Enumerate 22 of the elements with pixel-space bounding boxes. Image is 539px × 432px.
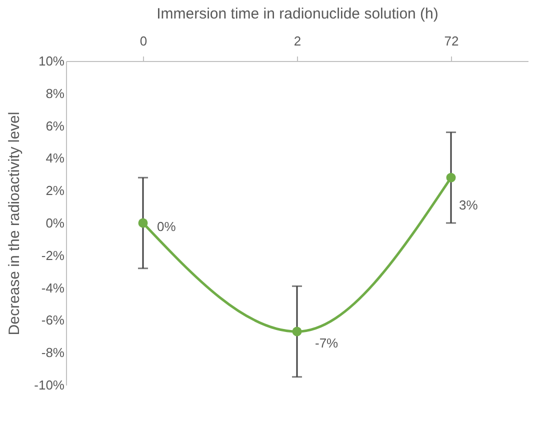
point bbox=[138, 218, 148, 228]
x-tick-label: 72 bbox=[444, 34, 459, 48]
y-tick-label: 6% bbox=[46, 118, 65, 134]
y-tick-label: 8% bbox=[46, 86, 65, 101]
data-label: -7% bbox=[315, 336, 339, 351]
data-label: 0% bbox=[157, 219, 176, 234]
data-label: 3% bbox=[459, 198, 478, 213]
point bbox=[446, 172, 456, 182]
x-axis-title: Immersion time in radionuclide solution (h) bbox=[156, 6, 438, 22]
y-tick-label: 4% bbox=[46, 150, 65, 166]
y-tick-label: -10% bbox=[34, 378, 65, 392]
point bbox=[292, 326, 302, 336]
x-tick-label: 2 bbox=[294, 34, 302, 48]
y-tick-label: 10% bbox=[38, 54, 65, 68]
y-tick-label: -4% bbox=[41, 280, 65, 296]
y-tick-label: -6% bbox=[41, 312, 65, 328]
y-tick-label: 2% bbox=[46, 183, 65, 198]
x-tick-label: 0 bbox=[140, 34, 148, 48]
y-tick-label: -2% bbox=[41, 248, 65, 263]
y-axis-title: Decrease in the radioactivity level bbox=[6, 112, 24, 336]
y-tick-label: -8% bbox=[41, 345, 65, 360]
y-tick-label: 0% bbox=[46, 216, 65, 230]
